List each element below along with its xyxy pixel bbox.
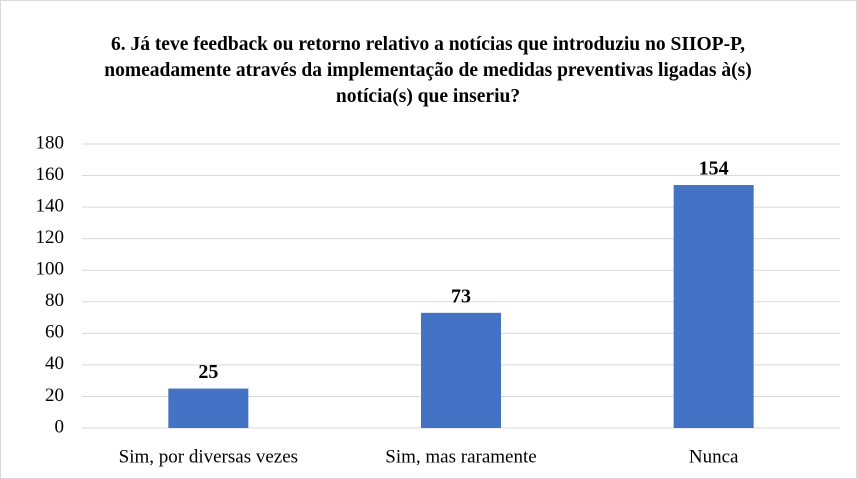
y-tick-label: 40 (45, 353, 64, 374)
data-label: 25 (198, 361, 218, 383)
bar (168, 388, 249, 428)
data-label: 154 (699, 158, 729, 180)
y-tick-label: 180 (36, 132, 65, 153)
x-tick-label: Sim, mas raramente (385, 446, 536, 467)
bar (421, 312, 501, 428)
data-label: 73 (451, 285, 471, 307)
y-tick-label: 140 (36, 195, 65, 216)
chart-title: 6. Já teve feedback ou retorno relativo … (104, 34, 752, 107)
y-tick-label: 60 (45, 322, 64, 343)
y-tick-label: 120 (36, 227, 65, 248)
y-tick-label: 80 (45, 290, 64, 311)
bar (673, 185, 754, 428)
x-tick-label: Sim, por diversas vezes (119, 446, 298, 467)
y-tick-label: 160 (36, 164, 65, 185)
y-tick-label: 20 (45, 385, 64, 406)
y-tick-label: 100 (36, 259, 65, 280)
y-tick-label: 0 (55, 416, 65, 437)
x-tick-label: Nunca (689, 446, 739, 467)
